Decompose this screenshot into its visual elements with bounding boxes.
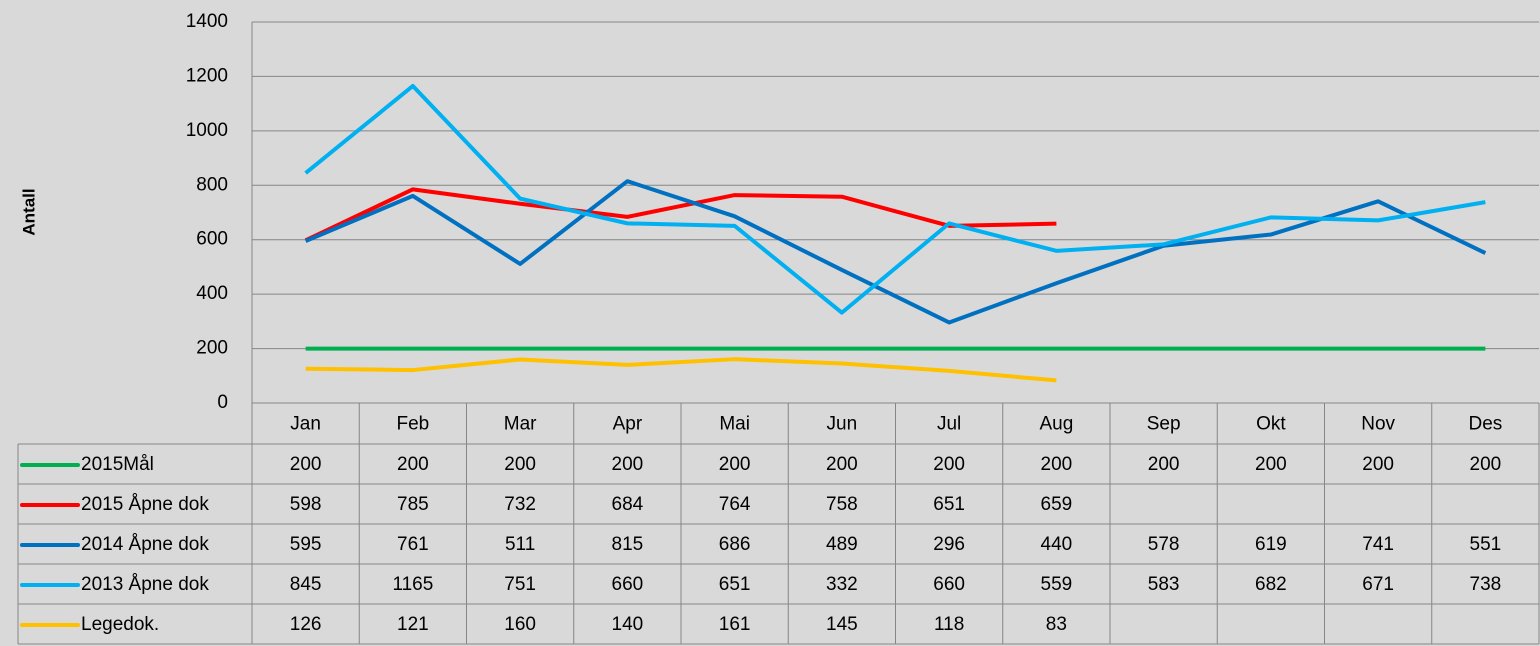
table-value: 118	[934, 614, 964, 635]
table-value: 660	[612, 574, 644, 595]
table-value: 200	[719, 454, 751, 475]
table-value: 738	[1470, 574, 1502, 595]
y-tick-label: 200	[196, 338, 228, 359]
x-tick-label: Aug	[1039, 414, 1073, 435]
x-tick-label: Apr	[613, 414, 643, 435]
table-value: 651	[719, 574, 751, 595]
y-axis-label: Antall	[19, 188, 38, 235]
series-line	[305, 357, 1057, 383]
x-tick-label: Mar	[504, 414, 537, 435]
y-tick-label: 1200	[186, 65, 228, 86]
x-tick-label: Mai	[719, 414, 750, 435]
y-tick-label: 1000	[186, 120, 228, 141]
table-value: 671	[1362, 574, 1394, 595]
table-value: 559	[1041, 574, 1073, 595]
table-value: 200	[1470, 454, 1502, 475]
table-value: 200	[504, 454, 536, 475]
table-value: 761	[397, 534, 429, 555]
table-value: 332	[826, 574, 858, 595]
legend-label: 2013 Åpne dok	[81, 574, 209, 595]
table-value: 83	[1046, 614, 1067, 635]
table-value: 200	[826, 454, 858, 475]
y-tick-label: 400	[196, 283, 228, 304]
table-value: 764	[719, 494, 751, 515]
table-value: 758	[826, 494, 858, 515]
table-value: 595	[290, 534, 322, 555]
table-value: 551	[1470, 534, 1502, 555]
table-value: 686	[719, 534, 751, 555]
table-value: 660	[933, 574, 965, 595]
legend-label: 2015 Åpne dok	[81, 494, 209, 515]
y-tick-label: 600	[196, 229, 228, 250]
table-value: 200	[612, 454, 644, 475]
table-value: 200	[397, 454, 429, 475]
table-value: 741	[1362, 534, 1394, 555]
table-value: 659	[1041, 494, 1073, 515]
table-value: 785	[397, 494, 429, 515]
table-value: 578	[1148, 534, 1180, 555]
table-value: 296	[933, 534, 965, 555]
table-value: 682	[1255, 574, 1287, 595]
table-value: 751	[504, 574, 536, 595]
table-value: 121	[397, 614, 429, 635]
table-value: 200	[933, 454, 965, 475]
table-value: 145	[826, 614, 858, 635]
table-value: 200	[1255, 454, 1287, 475]
x-tick-label: Jun	[827, 414, 858, 435]
y-tick-label: 0	[217, 392, 228, 413]
table-value: 511	[505, 534, 535, 555]
table-value: 489	[826, 534, 858, 555]
x-tick-label: Feb	[397, 414, 430, 435]
table-value: 684	[612, 494, 644, 515]
table-value: 845	[290, 574, 322, 595]
table-value: 440	[1041, 534, 1073, 555]
table-value: 200	[1148, 454, 1180, 475]
table-value: 619	[1255, 534, 1287, 555]
table-value: 583	[1148, 574, 1180, 595]
table-value: 1165	[392, 574, 433, 595]
series-line	[304, 83, 1486, 315]
y-tick-label: 800	[196, 174, 228, 195]
series-line	[304, 179, 1487, 325]
table-value: 161	[719, 614, 751, 635]
series-line	[304, 187, 1057, 243]
table-value: 651	[933, 494, 965, 515]
table-value: 598	[290, 494, 322, 515]
table-value: 126	[290, 614, 322, 635]
x-tick-label: Okt	[1256, 414, 1286, 435]
x-tick-label: Nov	[1361, 414, 1395, 435]
legend-label: Legedok.	[81, 614, 159, 635]
table-value: 200	[1041, 454, 1073, 475]
table-value: 200	[290, 454, 322, 475]
table-value: 140	[612, 614, 644, 635]
table-value: 732	[504, 494, 536, 515]
x-tick-label: Sep	[1147, 414, 1181, 435]
x-tick-label: Jul	[937, 414, 961, 435]
table-value: 815	[612, 534, 644, 555]
legend-label: 2015Mål	[81, 454, 154, 475]
x-tick-label: Des	[1468, 414, 1502, 435]
x-tick-label: Jan	[290, 414, 321, 435]
table-value: 200	[1362, 454, 1394, 475]
y-tick-label: 1400	[186, 11, 228, 32]
legend-label: 2014 Åpne dok	[81, 534, 209, 555]
table-value: 160	[504, 614, 536, 635]
